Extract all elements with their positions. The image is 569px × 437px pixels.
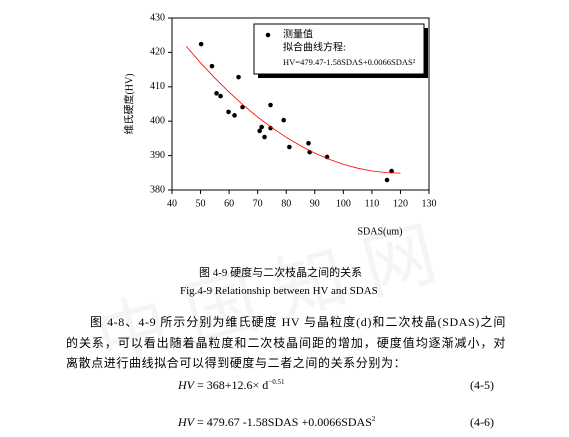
eq-rhs: = 368+12.6× d — [194, 378, 269, 392]
point — [232, 113, 237, 118]
y-tick-label: 420 — [150, 47, 165, 58]
point — [268, 125, 273, 131]
point — [262, 134, 267, 140]
x-tick-label: 110 — [365, 198, 380, 209]
point — [389, 168, 394, 174]
point — [214, 91, 219, 96]
chart: SDAS(um) 维氏硬度(HV) 40 50 60 70 80 90 100 110 120 1… — [122, 12, 437, 237]
x-tick-label: 100 — [336, 198, 351, 209]
plot-frame — [171, 17, 430, 191]
equation-number: (4-5) — [470, 378, 494, 392]
point — [240, 104, 245, 110]
x-tick-label: 70 — [253, 198, 263, 209]
eq-sup: 2 — [371, 415, 376, 423]
y-tick-label: 390 — [150, 150, 165, 161]
legend-label: 测量值 — [283, 27, 313, 40]
point — [281, 117, 286, 123]
point — [384, 177, 390, 183]
equation: HV = 479.67 -1.58SDAS +0.0066SDAS2 — [178, 415, 375, 430]
point — [259, 124, 264, 130]
eq-rhs: = 479.67 -1.58SDAS +0.0066SDAS — [194, 415, 372, 429]
legend-equation: HV=479.47-1.58SDAS+0.0066SDAS² — [283, 57, 416, 67]
x-tick-label: 80 — [281, 198, 291, 209]
caption-en: Fig.4-9 Relationship between HV and SDAS — [180, 285, 378, 297]
y-tick-label: 430 — [150, 12, 165, 23]
equation: HV = 368+12.6× d−0.51 — [178, 378, 285, 393]
y-tick-label: 380 — [150, 184, 165, 195]
x-tick-label: 120 — [393, 198, 408, 209]
x-tick-label: 90 — [310, 198, 320, 209]
legend-label: 拟合曲线方程: — [283, 40, 346, 53]
x-tick-label: 130 — [422, 198, 437, 209]
eq-lhs: HV — [178, 415, 194, 429]
legend-box — [253, 23, 425, 75]
y-tick-label: 410 — [150, 81, 165, 92]
point — [268, 102, 273, 108]
point — [218, 93, 223, 99]
paragraph: 图 4-8、4-9 所示分别为维氏硬度 HV 与晶粒度(d)和二次枝晶(SDAS… — [66, 315, 506, 370]
equation-number: (4-6) — [470, 415, 494, 429]
point — [257, 128, 262, 134]
x-tick-label: 40 — [167, 198, 177, 209]
point — [287, 144, 292, 150]
point — [198, 41, 204, 47]
x-tick-label: 50 — [196, 198, 206, 209]
point — [236, 74, 241, 80]
point — [209, 63, 215, 69]
caption-cn: 图 4-9 硬度与二次枝晶之间的关系 — [199, 267, 363, 279]
x-tick-label: 60 — [224, 198, 234, 209]
legend-marker — [265, 32, 271, 38]
y-axis-label: 维氏硬度(HV) — [122, 73, 135, 134]
eq-lhs: HV — [178, 378, 194, 392]
point — [306, 140, 311, 146]
x-axis-label: SDAS(um) — [357, 226, 402, 237]
y-tick-label: 400 — [150, 115, 165, 126]
point — [226, 109, 231, 115]
fit-line — [185, 46, 401, 174]
eq-sup: −0.51 — [268, 378, 285, 386]
